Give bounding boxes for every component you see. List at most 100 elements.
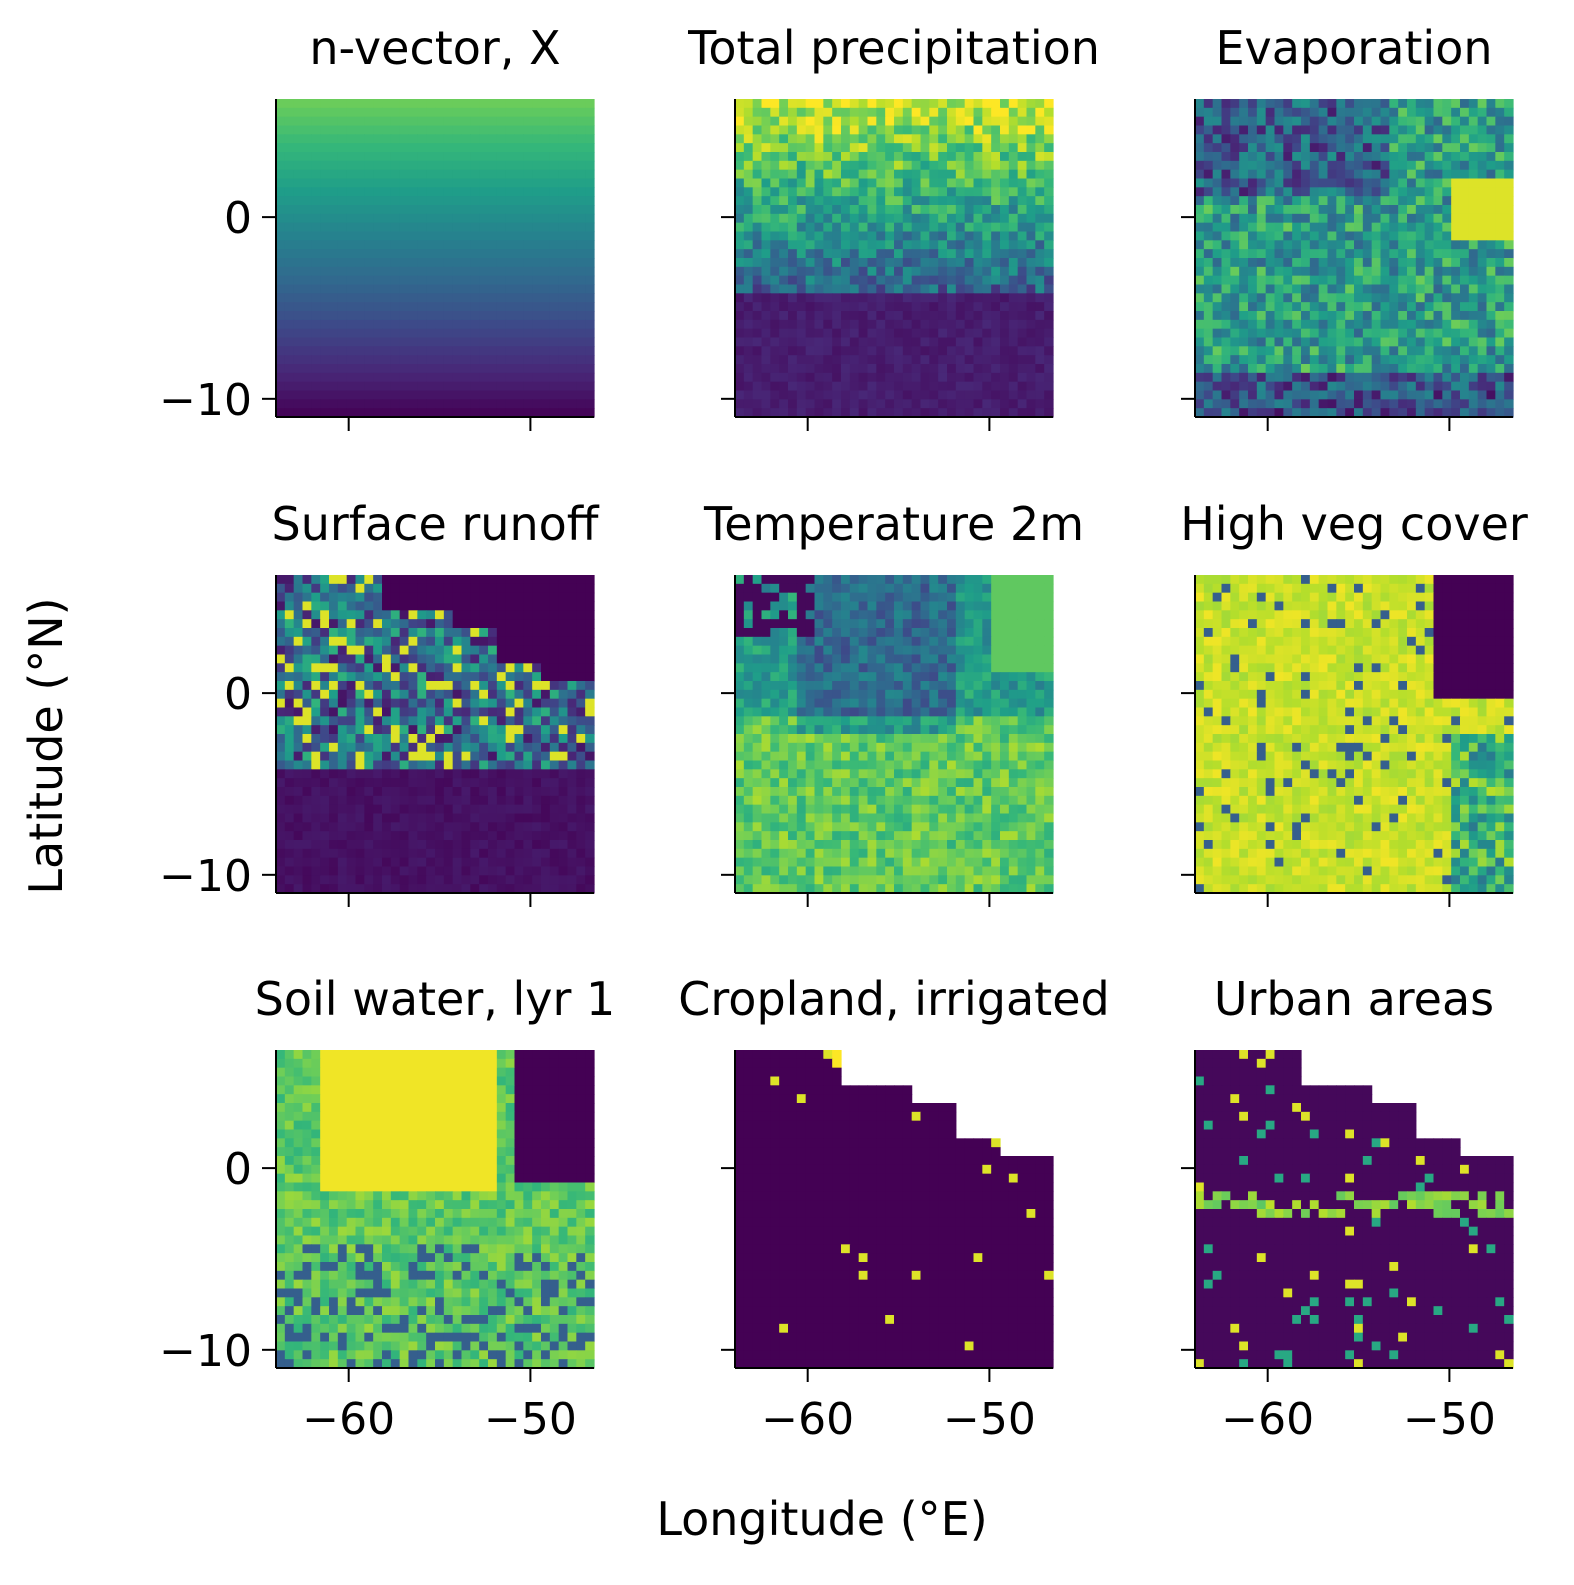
heatmap-cell bbox=[1212, 222, 1223, 233]
heatmap-cell bbox=[417, 240, 427, 250]
heatmap-cell bbox=[1504, 249, 1514, 259]
heatmap-cell bbox=[1407, 240, 1417, 250]
heatmap-cell bbox=[1460, 319, 1470, 330]
heatmap-cell bbox=[779, 372, 789, 383]
heatmap-cell bbox=[1336, 196, 1346, 206]
heatmap-cell bbox=[902, 187, 913, 197]
heatmap-cell bbox=[461, 372, 471, 383]
heatmap-cell bbox=[1460, 390, 1470, 400]
heatmap-cell bbox=[1389, 116, 1399, 127]
heatmap-cell bbox=[1000, 116, 1010, 127]
heatmap-cell bbox=[761, 187, 771, 197]
heatmap-cell bbox=[876, 231, 886, 241]
heatmap-cell bbox=[470, 716, 480, 726]
heatmap-cell bbox=[408, 716, 418, 726]
heatmap-cell bbox=[541, 99, 551, 109]
heatmap-cell bbox=[1017, 381, 1028, 392]
heatmap-cell bbox=[1309, 355, 1320, 365]
heatmap-cell bbox=[576, 266, 586, 277]
heatmap-cell bbox=[1345, 311, 1355, 321]
heatmap-cell bbox=[443, 408, 454, 418]
heatmap-cell bbox=[461, 160, 471, 171]
heatmap-cell bbox=[920, 364, 930, 374]
heatmap-cell bbox=[1230, 258, 1240, 268]
heatmap-cell bbox=[964, 364, 975, 374]
heatmap-cell bbox=[982, 364, 992, 374]
heatmap-cell bbox=[435, 160, 445, 171]
heatmap-cell bbox=[452, 390, 463, 400]
heatmap-cell bbox=[1212, 275, 1223, 286]
heatmap-cell bbox=[735, 355, 745, 365]
heatmap-cell bbox=[355, 716, 365, 726]
heatmap-cell bbox=[1017, 205, 1028, 215]
heatmap-cell bbox=[849, 337, 860, 347]
heatmap-cell bbox=[390, 169, 401, 180]
heatmap-cell bbox=[982, 160, 992, 171]
heatmap-cell bbox=[867, 152, 877, 162]
heatmap-cell bbox=[558, 187, 569, 197]
heatmap-cell bbox=[514, 654, 524, 664]
heatmap-cell bbox=[982, 381, 992, 392]
heatmap-cell bbox=[929, 372, 939, 383]
heatmap-cell bbox=[470, 284, 480, 294]
heatmap-cell bbox=[470, 266, 480, 277]
heatmap-cell bbox=[1221, 213, 1231, 224]
heatmap-cell bbox=[1407, 249, 1417, 259]
heatmap-cell bbox=[408, 372, 418, 383]
heatmap-cell bbox=[576, 311, 586, 321]
heatmap-cell bbox=[1248, 258, 1258, 268]
heatmap-cell bbox=[849, 196, 860, 206]
heatmap-cell bbox=[743, 258, 754, 268]
heatmap-cell bbox=[1486, 187, 1496, 197]
heatmap-cell bbox=[1026, 346, 1036, 356]
heatmap-cell bbox=[337, 275, 348, 286]
heatmap-cell bbox=[1256, 266, 1267, 277]
heatmap-cell bbox=[929, 311, 939, 321]
heatmap-cell bbox=[1495, 355, 1505, 365]
heatmap-cell bbox=[752, 337, 763, 347]
heatmap-cell bbox=[1389, 266, 1399, 277]
heatmap-cell bbox=[1354, 364, 1364, 374]
heatmap-cell bbox=[541, 408, 551, 418]
heatmap-cell bbox=[1256, 249, 1267, 259]
heatmap-cell bbox=[302, 390, 312, 400]
heatmap-cell bbox=[1212, 346, 1223, 356]
heatmap-cell bbox=[461, 213, 471, 224]
heatmap-cell bbox=[1504, 337, 1514, 347]
heatmap-cell bbox=[1354, 134, 1364, 144]
heatmap-cell bbox=[1504, 319, 1514, 330]
heatmap-cell bbox=[302, 408, 312, 418]
heatmap-cell bbox=[585, 249, 595, 259]
heatmap-cell bbox=[549, 813, 560, 823]
heatmap-cell bbox=[320, 787, 330, 797]
heatmap-cell bbox=[1203, 275, 1214, 286]
heatmap-cell bbox=[399, 654, 410, 664]
heatmap-cell bbox=[576, 169, 586, 180]
heatmap-cell bbox=[841, 160, 851, 171]
heatmap-cell bbox=[435, 813, 445, 823]
heatmap-cell bbox=[311, 275, 321, 286]
heatmap-cell bbox=[567, 707, 577, 717]
heatmap-cell bbox=[302, 231, 312, 241]
heatmap-cell bbox=[1468, 337, 1479, 347]
heatmap-cell bbox=[849, 231, 860, 241]
heatmap-cell bbox=[276, 231, 286, 241]
heatmap-cell bbox=[488, 328, 498, 339]
heatmap-cell bbox=[364, 266, 374, 277]
heatmap-cell bbox=[1000, 143, 1010, 153]
heatmap-cell bbox=[1008, 284, 1019, 294]
heatmap-cell bbox=[293, 575, 304, 585]
heatmap-cell bbox=[982, 372, 992, 383]
heatmap-cell bbox=[1371, 99, 1382, 109]
heatmap-cell bbox=[920, 266, 930, 277]
heatmap-cell bbox=[770, 187, 780, 197]
heatmap-cell bbox=[947, 364, 957, 374]
heatmap-cell bbox=[311, 116, 321, 127]
heatmap-cell bbox=[355, 822, 365, 832]
heatmap-cell bbox=[1230, 213, 1240, 224]
heatmap-cell bbox=[1424, 408, 1435, 418]
heatmap-cell bbox=[346, 231, 357, 241]
heatmap-cell bbox=[505, 698, 516, 709]
heatmap-cell bbox=[1327, 107, 1337, 118]
heatmap-cell bbox=[770, 196, 780, 206]
